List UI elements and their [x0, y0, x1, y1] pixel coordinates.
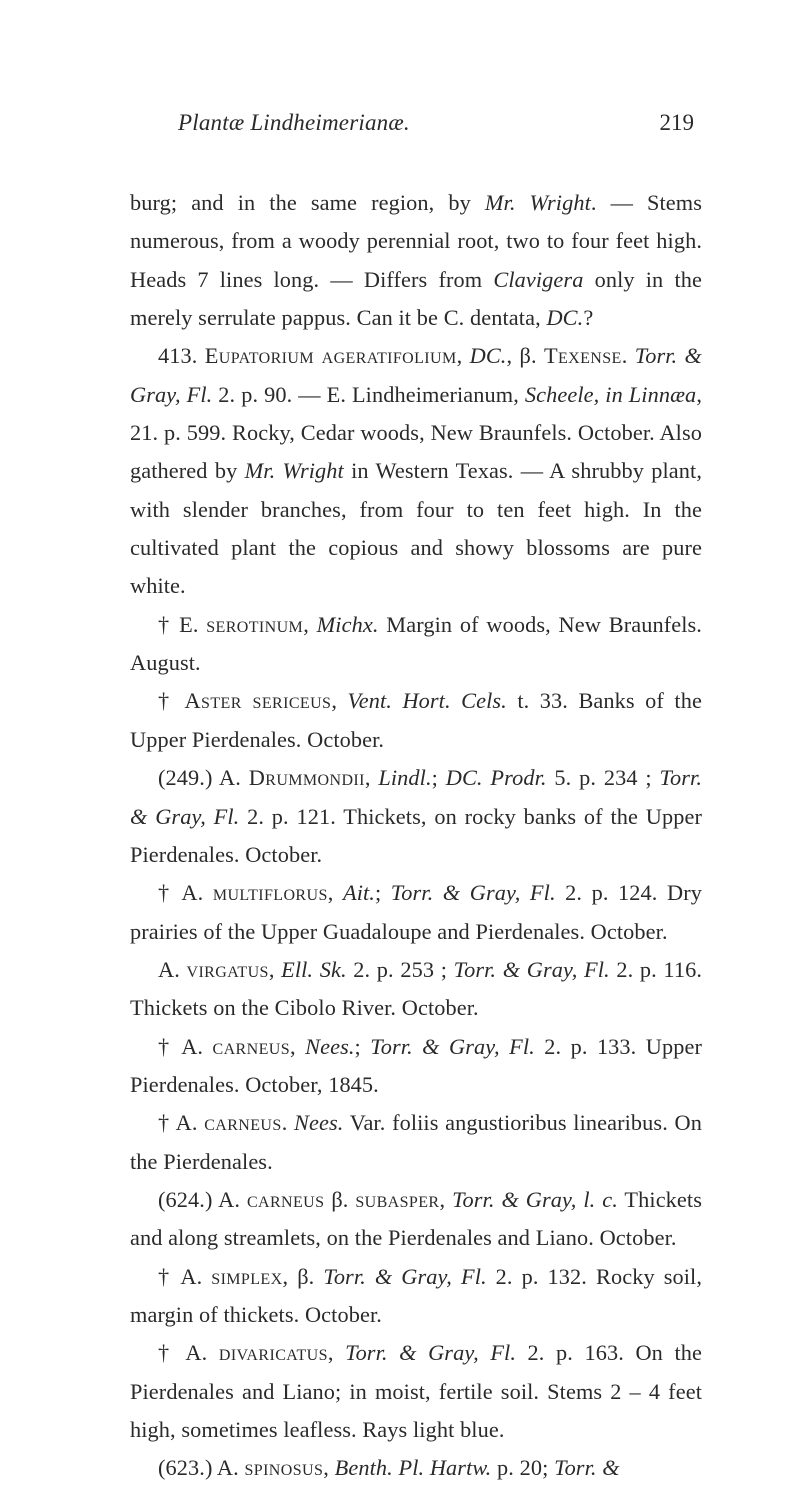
paragraph: 413. Eupatorium ageratifolium, DC., β. T… [130, 337, 702, 605]
paragraph: † A. carneus. Nees. Var. foliis angustio… [130, 1104, 702, 1181]
page: Plantæ Lindheimerianæ. 219 burg; and in … [0, 0, 800, 1436]
paragraph: burg; and in the same region, by Mr. Wri… [130, 184, 702, 337]
paragraph: † Aster sericeus, Vent. Hort. Cels. t. 3… [130, 682, 702, 759]
paragraph: (249.) A. Drummondii, Lindl.; DC. Prodr.… [130, 759, 702, 874]
page-number: 219 [660, 110, 695, 136]
paragraph: (624.) A. carneus β. subasper, Torr. & G… [130, 1181, 702, 1258]
paragraph: † A. divaricatus, Torr. & Gray, Fl. 2. p… [130, 1334, 702, 1449]
paragraph: † E. serotinum, Michx. Margin of woods, … [130, 606, 702, 683]
running-head: Plantæ Lindheimerianæ. 219 [130, 110, 702, 136]
paragraph: † A. simplex, β. Torr. & Gray, Fl. 2. p.… [130, 1258, 702, 1335]
paragraph: † A. carneus, Nees.; Torr. & Gray, Fl. 2… [130, 1028, 702, 1105]
body-text: burg; and in the same region, by Mr. Wri… [130, 184, 702, 1488]
running-title: Plantæ Lindheimerianæ. [178, 110, 410, 136]
paragraph: † A. multiflorus, Ait.; Torr. & Gray, Fl… [130, 874, 702, 951]
paragraph: A. virgatus, Ell. Sk. 2. p. 253 ; Torr. … [130, 951, 702, 1028]
paragraph: (623.) A. spinosus, Benth. Pl. Hartw. p.… [130, 1449, 702, 1487]
